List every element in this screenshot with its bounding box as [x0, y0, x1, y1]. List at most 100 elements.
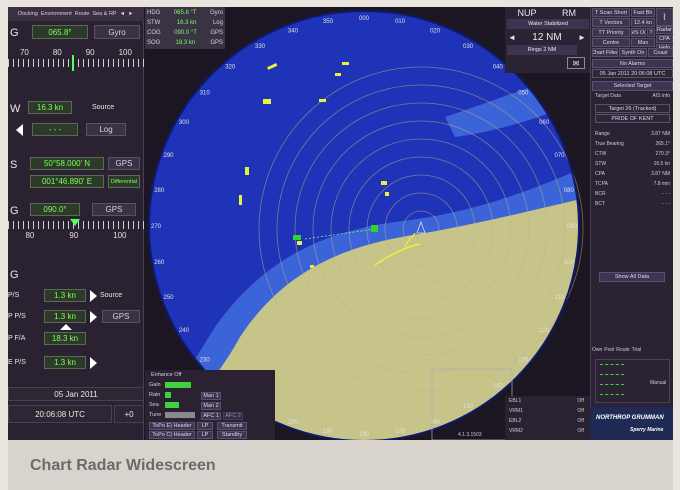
selected-target-header[interactable]: Selected Target [592, 81, 673, 91]
radar-button[interactable]: Radar [656, 26, 673, 34]
time-display: 20:06:08 UTC [8, 405, 112, 423]
chart-filled-button[interactable]: Chart Filled [592, 48, 618, 57]
timezone-offset[interactable]: +0 [114, 405, 144, 423]
display-mode-panel: NUP RM Water Stabilized ◄ 12 NM ► Rings … [505, 7, 590, 73]
brand-name: NORTHROP GRUMMAN [596, 415, 664, 421]
afc2-button[interactable]: AFC 2 [223, 412, 243, 420]
scan-button[interactable]: T Scan Short [592, 8, 630, 17]
drift-source-button[interactable]: GPS [102, 310, 140, 323]
motion-mode-button[interactable]: RM [562, 8, 576, 18]
gain-slider[interactable] [165, 382, 191, 388]
synth-button[interactable]: Synth On [619, 48, 647, 57]
ebl-vrm-value[interactable]: Off [577, 428, 584, 434]
tab-next-arrow[interactable]: ► [128, 11, 134, 17]
centre-button[interactable]: Centre [592, 38, 630, 47]
target-symbol[interactable] [293, 235, 301, 240]
radar-coast-echo [374, 243, 421, 266]
mode2-button[interactable]: ToPo C) Header [149, 431, 195, 439]
alarm-status[interactable]: No Alarms [592, 59, 673, 68]
stabilization-button[interactable]: Water Stabilized [507, 19, 589, 29]
range-up-icon[interactable]: ► [578, 32, 586, 42]
bearing-label: 280 [154, 188, 165, 194]
help-question-icon[interactable]: ? [647, 28, 655, 37]
selected-target-symbol[interactable] [371, 225, 378, 232]
bearing-label: 070 [554, 153, 565, 159]
tab-prev-arrow[interactable]: ◄ [119, 11, 126, 17]
sea-slider[interactable] [165, 402, 179, 408]
log-source-button[interactable]: Log [86, 123, 126, 136]
fast-button[interactable]: Fast Bh [631, 8, 655, 17]
mode2-lp[interactable]: LP [197, 431, 213, 439]
target-data-val: 265.1° [655, 141, 670, 147]
tab-docking[interactable]: Docking [18, 11, 38, 17]
rain-slider[interactable] [165, 392, 171, 398]
ais-button[interactable]: AIS On [631, 28, 646, 37]
drift-up-arrow-icon [60, 324, 72, 330]
date-display: 05 Jan 2011 [8, 387, 144, 401]
tab-route[interactable]: Route [616, 347, 630, 353]
transmit-button[interactable]: Transmit [217, 422, 247, 430]
ebl-vrm-value[interactable]: Off [577, 418, 584, 424]
vectors-button[interactable]: T Vectors [592, 18, 630, 27]
radar-echo [239, 195, 242, 205]
man1-button[interactable]: Man 1 [201, 392, 221, 400]
status-value: 16.3 kn [176, 19, 197, 26]
tune-slider[interactable] [165, 412, 195, 418]
drift-row-label: P F/A [8, 335, 26, 342]
status-label: STW [147, 19, 161, 26]
target-data-key: CPA [595, 171, 605, 177]
tab-trial[interactable]: Trial [631, 347, 642, 353]
course-tape-tick: 80 [25, 231, 35, 240]
coast-button[interactable]: Coast [648, 48, 673, 57]
course-tape: 80 90 100 [8, 219, 144, 245]
target-data-value[interactable]: AIS info [652, 93, 670, 99]
heading-source-button[interactable]: Gyro [94, 25, 140, 39]
target-data-key: BCR [595, 191, 606, 197]
tab-route[interactable]: Route [74, 11, 90, 17]
man2-button[interactable]: Man 2 [201, 402, 221, 410]
target-data-key: BCT [595, 201, 605, 207]
range-value: 12 NM [532, 31, 562, 43]
enhance-status[interactable]: Enhance Off [151, 372, 182, 378]
show-all-data-button[interactable]: Show All Data [599, 272, 665, 282]
target-data-val: 3.87 NM [651, 171, 670, 177]
tab-sea-rp[interactable]: Sea & RP [92, 11, 117, 17]
afc1-button[interactable]: AFC 1 [201, 412, 221, 420]
drift-arrow-icon [90, 357, 97, 369]
mode1-button[interactable]: ToPo E) Header [149, 422, 195, 430]
envelope-icon[interactable]: ✉ [567, 57, 585, 69]
ebl-vrm-value[interactable]: Off [577, 408, 584, 414]
position-source-button[interactable]: GPS [108, 157, 140, 170]
drift-row-label: E P/S [8, 359, 26, 366]
status-value: 18.3 kn [175, 39, 196, 46]
rings-button[interactable]: Rings 2 NM [507, 45, 577, 55]
ebl-vrm-value[interactable]: Off [577, 398, 584, 404]
tab-environment[interactable]: Environment [40, 11, 72, 17]
max-button[interactable]: Max [631, 38, 655, 47]
standby-button[interactable]: Standby [217, 431, 247, 439]
tab-pool[interactable]: Pool [604, 347, 615, 353]
target-data-val: 270.3° [655, 151, 670, 157]
range-down-icon[interactable]: ◄ [508, 32, 516, 42]
position-label: S [10, 159, 18, 171]
priority-button[interactable]: TT Priority [592, 28, 630, 37]
radar-coast-echo [404, 232, 416, 248]
rain-label: Rain [149, 392, 161, 398]
ebl-vrm-label: VRM1 [509, 408, 523, 414]
radar-echo [342, 62, 349, 65]
own-ship-icon [416, 220, 426, 234]
radar-echo [319, 99, 326, 102]
cpa-button[interactable]: CPA [656, 35, 673, 43]
tab-own[interactable]: Own [592, 347, 603, 353]
orientation-mode-button[interactable]: NUP [517, 8, 537, 18]
gain-label: Gain [149, 382, 161, 388]
status-source: GPS [210, 39, 223, 46]
mode1-lp[interactable]: LP [197, 422, 213, 430]
bearing-label: 230 [200, 358, 211, 364]
speed-left-arrow-icon[interactable] [16, 124, 23, 136]
bearing-label: 340 [288, 29, 299, 35]
bearing-label: 260 [154, 260, 165, 266]
course-source-button[interactable]: GPS [92, 203, 136, 216]
bearing-label: 250 [163, 295, 174, 301]
alarm-time: 05 Jan 2011 20:06:08 UTC [592, 69, 673, 78]
